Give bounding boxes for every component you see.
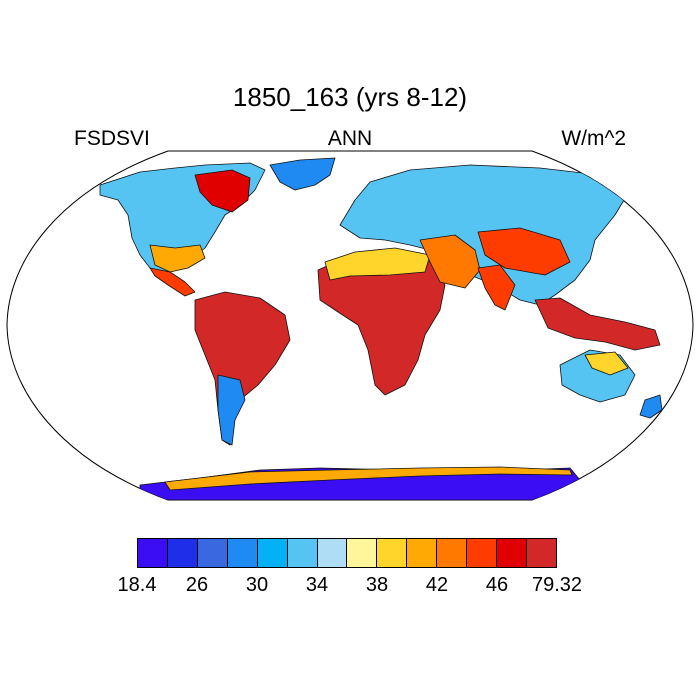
colorbar-swatch xyxy=(257,539,288,567)
colorbar-tick-label: 79.32 xyxy=(531,574,583,596)
colorbar-tick-label: 34 xyxy=(305,574,329,596)
colorbar-swatch xyxy=(317,539,348,567)
colorbar-swatch xyxy=(287,539,318,567)
colorbar-swatch xyxy=(407,539,438,567)
colorbar-tick-label: 42 xyxy=(425,574,449,596)
colorbar-swatch xyxy=(197,539,228,567)
colorbar-swatch xyxy=(497,539,527,567)
landmass-middle-east xyxy=(419,234,481,289)
landmass-us-south xyxy=(149,244,206,273)
landmass-new-zealand xyxy=(639,394,663,419)
colorbar-tick-label: 26 xyxy=(185,574,209,596)
landmass-central-asia xyxy=(477,227,571,276)
colorbar-swatch xyxy=(467,539,498,567)
landmass-antarctic-coast xyxy=(164,466,573,491)
colorbar-tick-label: 46 xyxy=(485,574,509,596)
landmass-canada-warm xyxy=(194,169,251,213)
landmass-mexico xyxy=(149,267,196,297)
colorbar-swatch xyxy=(227,539,258,567)
map-title: 1850_163 (yrs 8-12) xyxy=(232,82,468,112)
colorbar xyxy=(137,538,557,568)
landmass-patagonia xyxy=(217,374,246,446)
landmass-australia-north xyxy=(584,351,629,376)
colorbar-swatch xyxy=(526,539,556,567)
landmass-southeast-asia xyxy=(534,297,661,351)
colorbar-swatch xyxy=(437,539,468,567)
colorbar-tick-label: 30 xyxy=(245,574,269,596)
colorbar-swatch xyxy=(138,539,168,567)
colorbar-swatch xyxy=(347,539,378,567)
units-label: W/m^2 xyxy=(561,127,626,150)
season-label: ANN xyxy=(327,127,373,150)
colorbar-tick-label: 18.4 xyxy=(117,574,157,596)
colorbar-swatch xyxy=(167,539,198,567)
landmass-north-africa xyxy=(324,247,431,281)
colorbar-tick-label: 38 xyxy=(365,574,389,596)
variable-label: FSDSVI xyxy=(74,127,150,150)
colorbar-swatch xyxy=(377,539,408,567)
landmass-greenland xyxy=(269,157,336,191)
